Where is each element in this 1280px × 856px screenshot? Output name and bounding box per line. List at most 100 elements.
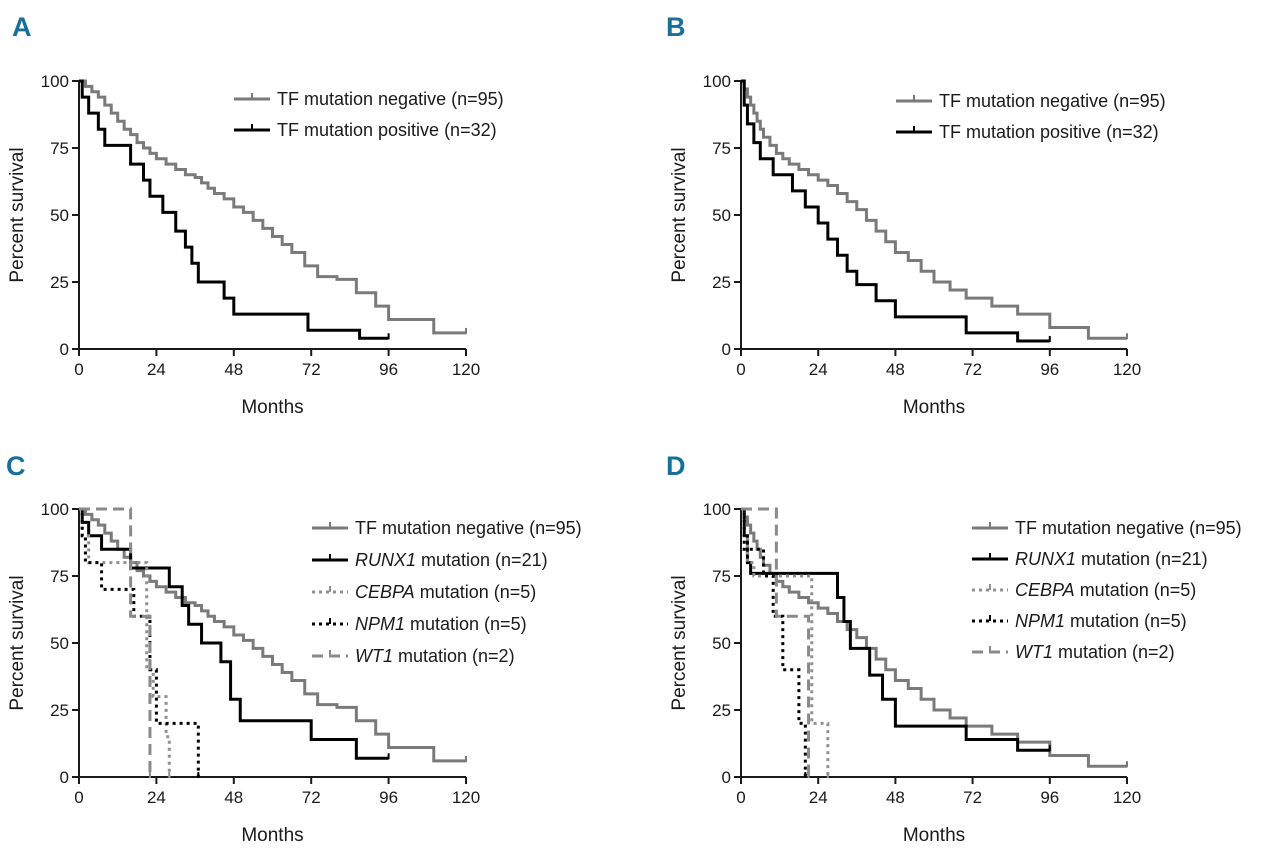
legend-gene-name: WT1 [1015, 642, 1053, 662]
panel-c: C 0 24 48 72 96 120 0 25 50 75 100 Months Percent sur… [6, 451, 582, 846]
legend-label-text: mutation (n=2) [1053, 642, 1175, 662]
legend-label-text: mutation (n=5) [415, 582, 537, 602]
legend-label: TF mutation positive (n=32) [939, 122, 1159, 142]
legend-gene-name: NPM1 [355, 614, 405, 634]
legend-gene-name: RUNX1 [1015, 549, 1076, 569]
legend-label-text: mutation (n=2) [393, 646, 515, 666]
x-tick-label: 72 [302, 360, 321, 379]
legend-label: NPM1 mutation (n=5) [1015, 611, 1187, 631]
series-line-4 [741, 507, 811, 777]
legend-label: TF mutation negative (n=95) [355, 518, 582, 538]
y-axis-title: Percent survival [669, 575, 690, 710]
y-tick-label: 25 [712, 701, 731, 720]
series-line-3 [741, 507, 807, 777]
x-tick-label: 120 [1113, 360, 1141, 379]
x-axis-title: Months [241, 397, 303, 418]
y-tick-label: 75 [50, 567, 69, 586]
panel-b: B 0 24 48 72 96 120 0 25 50 75 100 Months Percent sur… [666, 12, 1166, 418]
series-line-0 [79, 79, 466, 335]
legend-label: TF mutation negative (n=95) [939, 91, 1166, 111]
x-tick-label: 96 [379, 788, 398, 807]
series-line-1 [79, 79, 389, 340]
x-tick-label: 48 [224, 788, 243, 807]
x-tick-label: 24 [147, 360, 166, 379]
legend-label: WT1 mutation (n=2) [355, 646, 515, 666]
x-tick-label: 120 [452, 788, 480, 807]
y-tick-label: 0 [60, 768, 69, 787]
legend-label-text: mutation (n=21) [1076, 549, 1208, 569]
y-tick-label: 75 [712, 139, 731, 158]
legend-gene-name: WT1 [355, 646, 393, 666]
legend-label: TF mutation negative (n=95) [1015, 518, 1242, 538]
y-tick-label: 50 [50, 206, 69, 225]
x-tick-label: 72 [302, 788, 321, 807]
x-tick-label: 0 [74, 360, 83, 379]
legend-label-text: TF mutation negative (n=95) [355, 518, 582, 538]
series-line-1 [741, 79, 1050, 343]
x-tick-label: 0 [736, 360, 745, 379]
y-tick-label: 50 [712, 206, 731, 225]
legend-label-text: TF mutation positive (n=32) [277, 120, 497, 140]
legend-gene-name: CEBPA [1015, 580, 1075, 600]
legend-label: CEBPA mutation (n=5) [1015, 580, 1196, 600]
x-tick-label: 120 [1113, 788, 1141, 807]
series-line-1 [79, 507, 389, 760]
y-tick-label: 0 [60, 340, 69, 359]
legend-label: TF mutation positive (n=32) [277, 120, 497, 140]
y-tick-label: 50 [712, 634, 731, 653]
legend-label-text: mutation (n=5) [405, 614, 527, 634]
y-axis-title: Percent survival [669, 147, 690, 282]
legend-label: WT1 mutation (n=2) [1015, 642, 1175, 662]
panel-letter: B [666, 12, 686, 42]
x-axis-title: Months [241, 825, 303, 846]
x-tick-label: 72 [963, 788, 982, 807]
legend-label-text: TF mutation negative (n=95) [1015, 518, 1242, 538]
y-tick-label: 75 [712, 567, 731, 586]
legend-label-text: mutation (n=21) [416, 550, 548, 570]
series-line-0 [79, 507, 466, 763]
y-tick-label: 100 [41, 500, 69, 519]
y-tick-label: 25 [50, 273, 69, 292]
x-tick-label: 0 [74, 788, 83, 807]
y-tick-label: 0 [722, 768, 731, 787]
x-tick-label: 24 [147, 788, 166, 807]
series-line-1 [741, 507, 1050, 752]
x-tick-label: 0 [736, 788, 745, 807]
y-tick-label: 100 [703, 500, 731, 519]
legend-label: TF mutation negative (n=95) [277, 89, 504, 109]
y-tick-label: 0 [722, 340, 731, 359]
series-line-0 [741, 79, 1127, 340]
legend-gene-name: CEBPA [355, 582, 415, 602]
x-tick-label: 48 [886, 788, 905, 807]
y-tick-label: 25 [712, 273, 731, 292]
legend-label: RUNX1 mutation (n=21) [355, 550, 548, 570]
panel-letter: C [6, 451, 26, 481]
y-tick-label: 100 [41, 72, 69, 91]
y-axis-title: Percent survival [7, 147, 28, 282]
legend-label-text: mutation (n=5) [1075, 580, 1197, 600]
x-tick-label: 96 [1040, 788, 1059, 807]
legend-label-text: TF mutation positive (n=32) [939, 122, 1159, 142]
legend-label: CEBPA mutation (n=5) [355, 582, 536, 602]
y-tick-label: 100 [703, 72, 731, 91]
legend-label-text: mutation (n=5) [1065, 611, 1187, 631]
y-tick-label: 50 [50, 634, 69, 653]
x-tick-label: 72 [963, 360, 982, 379]
x-tick-label: 48 [224, 360, 243, 379]
x-tick-label: 96 [1040, 360, 1059, 379]
x-tick-label: 24 [809, 360, 828, 379]
x-tick-label: 24 [809, 788, 828, 807]
legend-label-text: TF mutation negative (n=95) [277, 89, 504, 109]
x-axis-title: Months [903, 825, 965, 846]
legend-gene-name: RUNX1 [355, 550, 416, 570]
y-tick-label: 75 [50, 139, 69, 158]
panel-letter: D [666, 451, 686, 481]
legend-label: RUNX1 mutation (n=21) [1015, 549, 1208, 569]
series-line-3 [79, 507, 200, 777]
panel-d: D 0 24 48 72 96 120 0 25 50 75 100 Months Percent sur… [666, 451, 1242, 846]
x-tick-label: 96 [379, 360, 398, 379]
x-axis-title: Months [903, 397, 965, 418]
legend-label-text: TF mutation negative (n=95) [939, 91, 1166, 111]
legend-label: NPM1 mutation (n=5) [355, 614, 527, 634]
